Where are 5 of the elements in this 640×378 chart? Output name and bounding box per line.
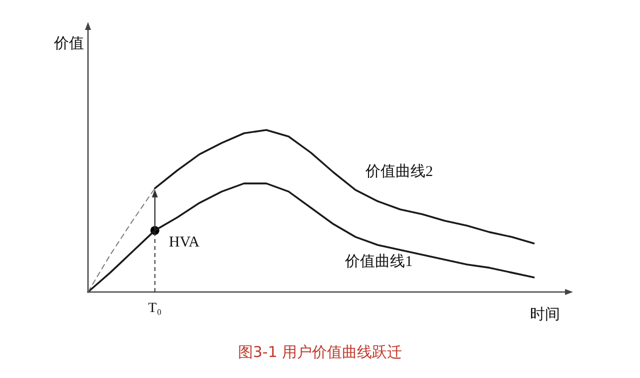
annotation: 价值 <box>54 34 84 52</box>
x-axis-title: 时间 <box>530 305 560 323</box>
annotation: HVA <box>168 234 200 250</box>
text: 图3-1 用户价值曲线跃迁 <box>238 343 402 361</box>
annotation: T₀ <box>148 301 162 316</box>
